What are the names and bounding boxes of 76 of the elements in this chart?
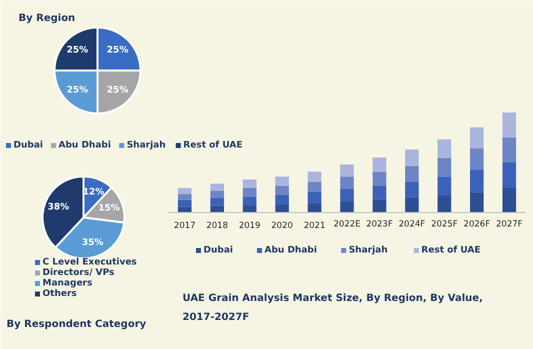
bar: [242, 205, 256, 212]
legend-label: Directors/ VPs: [42, 268, 114, 278]
x-tick-label: 2024F: [398, 220, 426, 230]
legend-label: Sharjah: [126, 140, 166, 150]
bar: [502, 112, 516, 138]
data-label: 25%: [66, 86, 88, 96]
x-tick-label: 2027F: [496, 220, 523, 230]
data-label: 12%: [82, 187, 104, 198]
bar: [372, 186, 386, 200]
bar: [438, 195, 452, 212]
bar: [242, 188, 256, 197]
data-label: 25%: [106, 86, 128, 96]
text: By Respondent Category: [6, 319, 147, 330]
bar: [275, 204, 289, 212]
bar: [210, 190, 224, 198]
x-tick-label: 2026F: [464, 220, 490, 230]
bar: [275, 194, 289, 204]
legend-label: Abu Dhabi: [264, 246, 317, 256]
bar: [178, 188, 192, 194]
bar: [242, 180, 256, 188]
bar: [372, 172, 386, 186]
bar: [502, 137, 516, 162]
bar: [275, 186, 289, 195]
bar: [242, 197, 256, 206]
legend-label: C Level Executives: [42, 258, 137, 268]
x-tick-label: 2021: [304, 221, 326, 231]
bar: [502, 188, 516, 212]
x-tick-label: 2019: [238, 221, 260, 231]
bar: [405, 150, 419, 166]
text: UAE Grain Analysis Market Size, By Region, By Value, 2017-2027F: [182, 293, 483, 323]
bar: [178, 200, 192, 207]
bar: [372, 199, 386, 212]
legend-label: Rest of UAE: [183, 140, 243, 150]
legend-label: Rest of UAE: [421, 246, 481, 256]
bar: [405, 197, 419, 212]
legend-label: Sharjah: [348, 246, 388, 256]
x-tick-label: 2025F: [431, 220, 458, 230]
bar: [340, 201, 354, 212]
bar: [438, 139, 452, 158]
bar: [308, 192, 322, 204]
bar: [275, 176, 289, 186]
bar: [438, 177, 452, 196]
x-tick-label: 2022E: [334, 220, 361, 230]
legend-label: Abu Dhabi: [58, 140, 111, 150]
data-label: 25%: [106, 45, 128, 56]
data-label: 35%: [82, 238, 104, 248]
bar: [178, 194, 192, 200]
bar: [470, 148, 484, 170]
bar: [308, 182, 322, 192]
x-tick-label: 2020: [271, 221, 293, 231]
bar: [405, 182, 419, 198]
bar: [340, 176, 354, 189]
bar: [470, 170, 484, 192]
data-label: 38%: [48, 202, 70, 213]
legend-label: Dubai: [204, 246, 233, 256]
bar: [470, 192, 484, 212]
chart-title: By Region: [18, 13, 76, 24]
bar: [438, 158, 452, 177]
data-label: 25%: [66, 45, 88, 56]
bar: [405, 166, 419, 182]
legend-label: Managers: [42, 278, 92, 288]
bar: [470, 127, 484, 148]
legend-label: Dubai: [14, 140, 43, 150]
x-tick-label: 2023F: [366, 220, 393, 230]
data-label: 15%: [98, 203, 120, 214]
bar: [372, 158, 386, 172]
x-tick-label: 2017: [174, 221, 196, 231]
x-tick-label: 2018: [206, 221, 228, 231]
legend-label: Others: [42, 289, 77, 299]
bar: [502, 162, 516, 188]
bar: [308, 203, 322, 212]
bar: [308, 172, 322, 182]
bar: [210, 198, 224, 206]
bar: [340, 164, 354, 177]
bar: [340, 189, 354, 202]
bar: [210, 184, 224, 191]
